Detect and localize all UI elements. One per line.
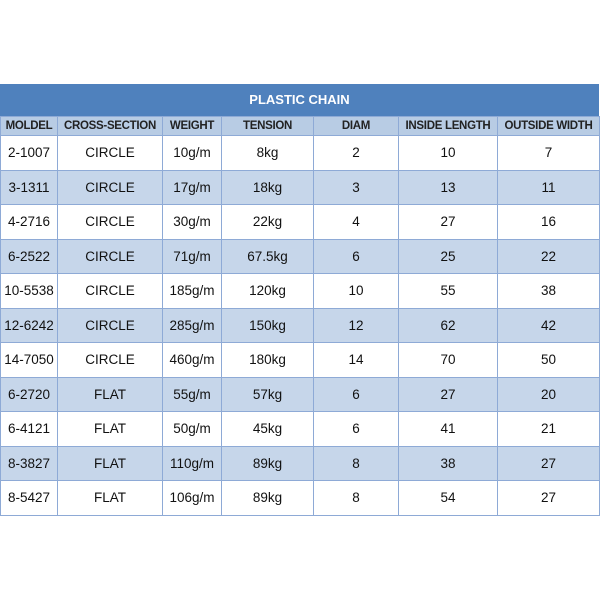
cell-inside-length: 70 bbox=[398, 342, 498, 378]
cell-tension: 180kg bbox=[221, 342, 314, 378]
cell-tension: 150kg bbox=[221, 307, 314, 343]
cell-tension: 8kg bbox=[221, 135, 314, 171]
table-row: 3-1311 CIRCLE 17g/m 18kg 3 13 11 bbox=[0, 169, 600, 205]
cell-inside-length: 41 bbox=[398, 411, 498, 447]
cell-outside-width: 27 bbox=[497, 480, 600, 516]
cell-model: 12-6242 bbox=[0, 307, 58, 343]
cell-model: 2-1007 bbox=[0, 135, 58, 171]
table-row: 4-2716 CIRCLE 30g/m 22kg 4 27 16 bbox=[0, 204, 600, 240]
cell-model: 10-5538 bbox=[0, 273, 58, 309]
column-header-model: MOLDEL bbox=[0, 116, 58, 136]
cell-weight: 50g/m bbox=[162, 411, 222, 447]
table-row: 14-7050 CIRCLE 460g/m 180kg 14 70 50 bbox=[0, 342, 600, 378]
cell-model: 3-1311 bbox=[0, 169, 58, 205]
cell-weight: 55g/m bbox=[162, 376, 222, 412]
header-row: MOLDEL CROSS-SECTION WEIGHT TENSION DIAM INSI… bbox=[0, 116, 600, 136]
cell-model: 6-2720 bbox=[0, 376, 58, 412]
cell-cross-section: FLAT bbox=[57, 480, 163, 516]
cell-diam: 6 bbox=[313, 411, 399, 447]
cell-tension: 89kg bbox=[221, 445, 314, 481]
cell-outside-width: 20 bbox=[497, 376, 600, 412]
cell-inside-length: 62 bbox=[398, 307, 498, 343]
cell-cross-section: FLAT bbox=[57, 411, 163, 447]
table-row: 6-2522 CIRCLE 71g/m 67.5kg 6 25 22 bbox=[0, 238, 600, 274]
cell-diam: 12 bbox=[313, 307, 399, 343]
cell-tension: 120kg bbox=[221, 273, 314, 309]
column-header-weight: WEIGHT bbox=[162, 116, 222, 136]
cell-diam: 8 bbox=[313, 445, 399, 481]
table-row: 8-5427 FLAT 106g/m 89kg 8 54 27 bbox=[0, 480, 600, 516]
cell-cross-section: CIRCLE bbox=[57, 238, 163, 274]
cell-inside-length: 27 bbox=[398, 376, 498, 412]
cell-inside-length: 38 bbox=[398, 445, 498, 481]
cell-model: 8-3827 bbox=[0, 445, 58, 481]
cell-model: 14-7050 bbox=[0, 342, 58, 378]
cell-outside-width: 7 bbox=[497, 135, 600, 171]
cell-outside-width: 42 bbox=[497, 307, 600, 343]
table-row: 10-5538 CIRCLE 185g/m 120kg 10 55 38 bbox=[0, 273, 600, 309]
table-row: 2-1007 CIRCLE 10g/m 8kg 2 10 7 bbox=[0, 135, 600, 171]
cell-outside-width: 38 bbox=[497, 273, 600, 309]
column-header-outside-width: OUTSIDE WIDTH bbox=[497, 116, 600, 136]
cell-inside-length: 13 bbox=[398, 169, 498, 205]
column-header-cross-section: CROSS-SECTION bbox=[57, 116, 163, 136]
cell-model: 6-4121 bbox=[0, 411, 58, 447]
cell-weight: 110g/m bbox=[162, 445, 222, 481]
cell-tension: 67.5kg bbox=[221, 238, 314, 274]
cell-weight: 71g/m bbox=[162, 238, 222, 274]
cell-outside-width: 50 bbox=[497, 342, 600, 378]
cell-weight: 185g/m bbox=[162, 273, 222, 309]
cell-diam: 4 bbox=[313, 204, 399, 240]
cell-outside-width: 27 bbox=[497, 445, 600, 481]
cell-cross-section: FLAT bbox=[57, 376, 163, 412]
cell-cross-section: FLAT bbox=[57, 445, 163, 481]
cell-cross-section: CIRCLE bbox=[57, 169, 163, 205]
cell-diam: 8 bbox=[313, 480, 399, 516]
cell-cross-section: CIRCLE bbox=[57, 273, 163, 309]
cell-inside-length: 10 bbox=[398, 135, 498, 171]
cell-inside-length: 27 bbox=[398, 204, 498, 240]
cell-diam: 6 bbox=[313, 238, 399, 274]
cell-diam: 2 bbox=[313, 135, 399, 171]
table-title: PLASTIC CHAIN bbox=[0, 84, 599, 116]
cell-cross-section: CIRCLE bbox=[57, 135, 163, 171]
cell-outside-width: 21 bbox=[497, 411, 600, 447]
cell-model: 8-5427 bbox=[0, 480, 58, 516]
cell-cross-section: CIRCLE bbox=[57, 307, 163, 343]
cell-diam: 3 bbox=[313, 169, 399, 205]
cell-weight: 10g/m bbox=[162, 135, 222, 171]
plastic-chain-table: PLASTIC CHAIN MOLDEL CROSS-SECTION WEIGHT T… bbox=[0, 84, 600, 516]
cell-tension: 22kg bbox=[221, 204, 314, 240]
column-header-diam: DIAM bbox=[313, 116, 399, 136]
table-row: 6-4121 FLAT 50g/m 45kg 6 41 21 bbox=[0, 411, 600, 447]
cell-model: 4-2716 bbox=[0, 204, 58, 240]
cell-weight: 30g/m bbox=[162, 204, 222, 240]
cell-cross-section: CIRCLE bbox=[57, 342, 163, 378]
table-row: 6-2720 FLAT 55g/m 57kg 6 27 20 bbox=[0, 376, 600, 412]
cell-weight: 285g/m bbox=[162, 307, 222, 343]
cell-inside-length: 25 bbox=[398, 238, 498, 274]
cell-weight: 17g/m bbox=[162, 169, 222, 205]
cell-model: 6-2522 bbox=[0, 238, 58, 274]
cell-diam: 6 bbox=[313, 376, 399, 412]
cell-weight: 460g/m bbox=[162, 342, 222, 378]
cell-inside-length: 55 bbox=[398, 273, 498, 309]
spec-table: MOLDEL CROSS-SECTION WEIGHT TENSION DIAM INSI… bbox=[0, 116, 600, 516]
cell-cross-section: CIRCLE bbox=[57, 204, 163, 240]
cell-tension: 18kg bbox=[221, 169, 314, 205]
cell-weight: 106g/m bbox=[162, 480, 222, 516]
cell-diam: 14 bbox=[313, 342, 399, 378]
table-row: 8-3827 FLAT 110g/m 89kg 8 38 27 bbox=[0, 445, 600, 481]
cell-tension: 57kg bbox=[221, 376, 314, 412]
cell-inside-length: 54 bbox=[398, 480, 498, 516]
cell-tension: 45kg bbox=[221, 411, 314, 447]
cell-outside-width: 16 bbox=[497, 204, 600, 240]
cell-outside-width: 22 bbox=[497, 238, 600, 274]
cell-tension: 89kg bbox=[221, 480, 314, 516]
cell-diam: 10 bbox=[313, 273, 399, 309]
cell-outside-width: 11 bbox=[497, 169, 600, 205]
column-header-inside-length: INSIDE LENGTH bbox=[398, 116, 498, 136]
table-row: 12-6242 CIRCLE 285g/m 150kg 12 62 42 bbox=[0, 307, 600, 343]
column-header-tension: TENSION bbox=[221, 116, 314, 136]
